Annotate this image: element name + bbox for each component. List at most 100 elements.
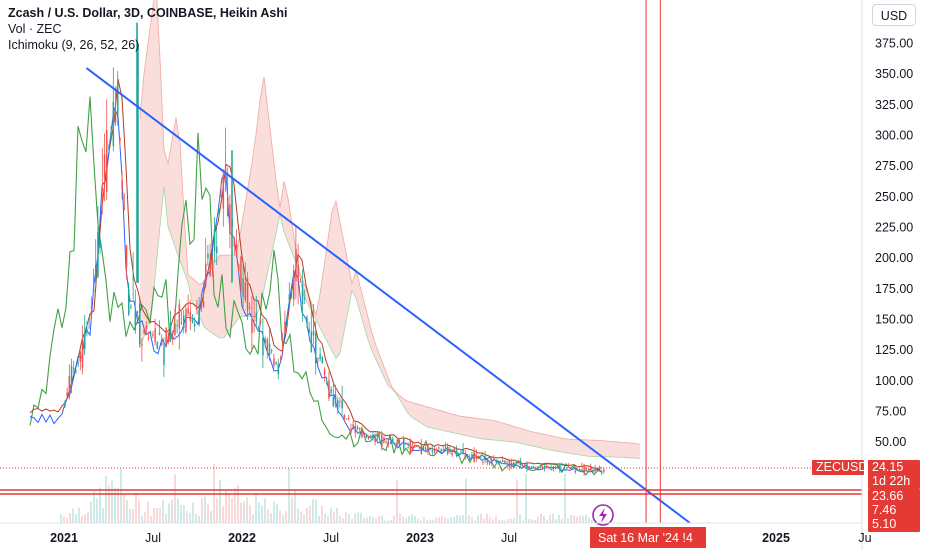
candle-body: [394, 443, 396, 445]
candle-body: [372, 434, 374, 439]
volume-bar: [204, 496, 206, 523]
candle-body: [420, 444, 423, 454]
candle-body: [526, 463, 528, 470]
candle-body: [568, 464, 570, 466]
candle-body: [277, 364, 280, 375]
candle-body: [205, 263, 207, 286]
candle-body: [444, 446, 447, 449]
volume-bar: [438, 517, 440, 523]
symbol-tag: ZECUSD: [816, 460, 867, 474]
symbol-title[interactable]: Zcash / U.S. Dollar, 3D, COINBASE, Heiki…: [8, 6, 288, 20]
volume-bar: [492, 519, 494, 523]
currency-button[interactable]: USD: [872, 4, 916, 26]
candle-body: [163, 345, 165, 365]
time-axis[interactable]: 2021 Jul 2022 Jul 2023 Jul 2025 Ju: [0, 522, 872, 545]
candle-body: [535, 467, 537, 469]
candle-body: [583, 464, 585, 474]
volume-bar: [387, 520, 389, 523]
candle-body: [409, 440, 412, 452]
candle-body: [288, 294, 291, 301]
volume-bar: [516, 479, 518, 523]
candle-body: [469, 459, 471, 461]
candle-body: [79, 351, 82, 362]
volume-bar: [90, 501, 92, 523]
volume-bar: [246, 497, 248, 523]
candle-body: [169, 322, 172, 338]
ichimoku-indicator-label[interactable]: Ichimoku (9, 26, 52, 26): [8, 38, 140, 52]
candle-body: [70, 365, 73, 384]
volume-bar: [405, 518, 407, 523]
candle-body: [64, 402, 66, 407]
volume-bar: [576, 516, 578, 523]
volume-bar: [372, 516, 374, 523]
candle-body: [130, 306, 132, 308]
candle-body: [68, 375, 71, 397]
candle-body: [565, 467, 568, 469]
volume-bar: [210, 511, 212, 523]
candle-body: [455, 449, 458, 456]
indicator-lines: [29, 78, 603, 476]
volume-bar: [111, 480, 113, 523]
candle-body: [493, 458, 495, 460]
price-tick-label: 275.00: [875, 159, 913, 173]
volume-bar: [171, 499, 173, 523]
candle-body: [191, 319, 194, 323]
candle-body: [249, 306, 251, 309]
volume-bar: [222, 506, 224, 523]
volume-bar: [507, 518, 509, 523]
volume-bar: [588, 517, 590, 523]
candle-body: [427, 445, 429, 452]
volume-bar: [348, 514, 350, 523]
kijun-sen: [29, 78, 603, 469]
volume-bar: [138, 499, 140, 523]
volume-bar: [291, 496, 293, 523]
volume-bar: [162, 499, 164, 523]
volume-bar: [198, 515, 200, 523]
volume-bar: [195, 513, 197, 523]
candle-body: [279, 357, 282, 359]
level-tag-3-bg: [868, 517, 920, 532]
candle-body: [293, 270, 295, 300]
candle-body: [84, 332, 86, 350]
candle-body: [464, 453, 467, 459]
volume-bar: [477, 515, 479, 523]
candle-body: [532, 466, 535, 468]
time-tick-label: Jul: [323, 531, 339, 545]
volume-bar: [252, 514, 254, 523]
volume-bar: [441, 515, 443, 523]
volume-bar: [102, 508, 104, 523]
candle-body: [244, 282, 247, 301]
candle-body: [383, 437, 385, 443]
candle-body: [286, 315, 288, 326]
heikin-ashi-candles: [62, 22, 605, 476]
candle-body: [229, 204, 231, 234]
candle-body: [299, 281, 302, 283]
candle-body: [471, 454, 473, 458]
price-axis[interactable]: 375.00 350.00 325.00 300.00 275.00 250.00 225.…: [861, 0, 932, 550]
volume-bar: [84, 514, 86, 523]
candle-body: [271, 350, 273, 352]
volume-bar: [429, 519, 431, 523]
time-tick-label: Jul: [145, 531, 161, 545]
candle-body: [339, 401, 341, 403]
candle-body: [449, 449, 451, 452]
tenkan-sen: [29, 106, 603, 473]
candle-body: [240, 257, 242, 292]
candle-body: [528, 466, 530, 468]
volume-bar: [174, 474, 176, 523]
candle-body: [233, 238, 236, 247]
volume-bar: [534, 519, 536, 523]
candle-body: [348, 418, 350, 420]
volume-bar: [258, 502, 260, 523]
candle-body: [407, 447, 409, 449]
candle-body: [125, 245, 128, 268]
volume-bar: [309, 505, 311, 523]
candle-body: [579, 469, 581, 471]
candle-body: [295, 248, 297, 282]
volume-indicator-label[interactable]: Vol · ZEC: [8, 22, 62, 36]
candle-body: [308, 329, 310, 333]
candle-body: [114, 111, 117, 123]
candle-body: [165, 328, 167, 345]
volume-bar: [495, 516, 497, 523]
